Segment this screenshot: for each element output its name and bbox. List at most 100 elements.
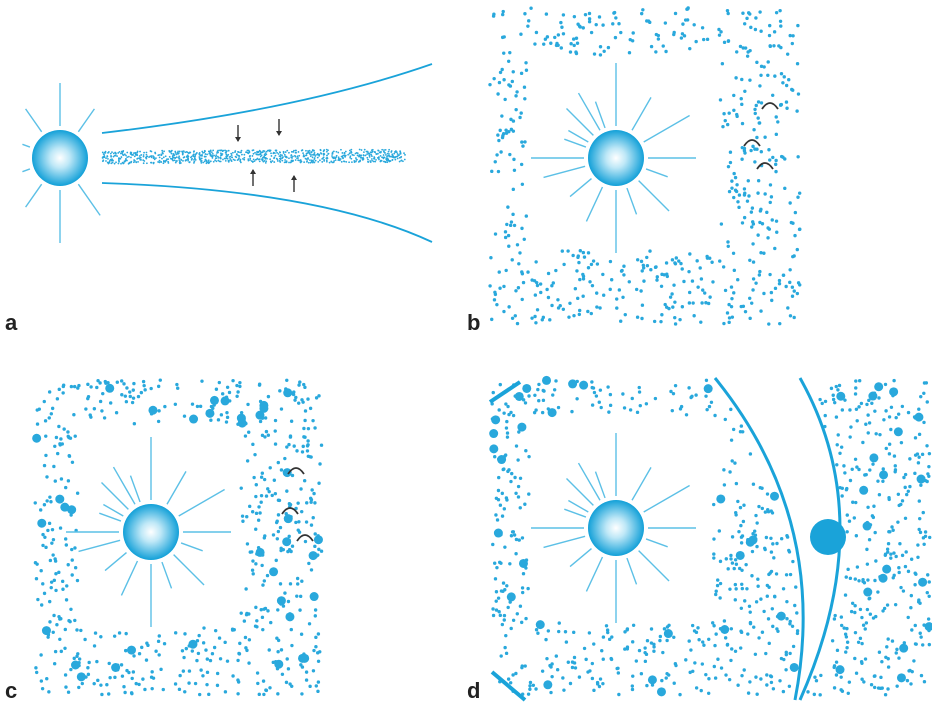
dust (75, 655, 78, 658)
dust (878, 493, 881, 496)
dust (163, 156, 165, 158)
dust (739, 506, 742, 509)
dust (854, 631, 857, 634)
planetesimal (60, 503, 69, 512)
dust (226, 416, 229, 419)
dust (595, 305, 598, 308)
dust (172, 160, 174, 162)
dust (320, 149, 322, 151)
dust (791, 42, 794, 45)
dust (867, 590, 870, 593)
dust (108, 662, 111, 665)
dust (763, 547, 766, 550)
dust (504, 236, 507, 239)
dust (605, 624, 608, 627)
dust (128, 163, 130, 165)
dust (818, 398, 821, 401)
dust (520, 140, 523, 143)
dust (557, 306, 560, 309)
dust (494, 160, 497, 163)
dust (303, 479, 306, 482)
dust (877, 686, 880, 689)
dust (300, 160, 302, 162)
dust (499, 504, 502, 507)
dust (303, 435, 306, 438)
dust (285, 681, 288, 684)
dust (499, 654, 502, 657)
dust (791, 286, 794, 289)
dust (765, 683, 768, 686)
dust (331, 155, 333, 157)
dust (601, 273, 604, 276)
planetesimal (836, 665, 845, 674)
dust (928, 452, 931, 455)
dust (120, 163, 122, 165)
dust (225, 160, 227, 162)
dust (695, 259, 698, 262)
dust (678, 693, 681, 696)
dust (398, 154, 400, 156)
dust (284, 154, 286, 156)
dust (768, 273, 771, 276)
dust (289, 503, 292, 506)
dust (895, 684, 898, 687)
dust (327, 157, 329, 159)
dust (310, 568, 313, 571)
ray (99, 513, 121, 521)
dust (662, 44, 665, 47)
dust (641, 8, 644, 11)
dust (756, 191, 759, 194)
dust (796, 292, 799, 295)
dust (505, 498, 508, 501)
dust (888, 443, 891, 446)
dust (507, 130, 510, 133)
dust (518, 116, 521, 119)
dust (359, 149, 361, 151)
dust (83, 638, 86, 641)
dust (851, 602, 854, 605)
dust (771, 625, 774, 628)
dust (758, 84, 761, 87)
dust (695, 686, 698, 689)
dust (796, 195, 799, 198)
dust (102, 151, 104, 153)
dust (732, 252, 735, 255)
dust (41, 582, 44, 585)
dust (786, 306, 789, 309)
dust (897, 412, 900, 415)
dust (716, 658, 719, 661)
dust (796, 248, 799, 251)
dust (332, 153, 334, 155)
ray (105, 553, 126, 571)
dust (732, 291, 735, 294)
dust (179, 150, 181, 152)
dust (636, 258, 639, 261)
dust (295, 449, 298, 452)
dust (162, 688, 165, 691)
dust (727, 567, 730, 570)
dust (288, 162, 290, 164)
dust (598, 306, 601, 309)
dust (854, 379, 857, 382)
dust (882, 418, 885, 421)
dust (735, 50, 738, 53)
dust (506, 205, 509, 208)
dust (764, 652, 767, 655)
dust (785, 653, 788, 656)
dust (547, 296, 550, 299)
dust (768, 24, 771, 27)
dust (261, 417, 264, 420)
dust (507, 305, 510, 308)
dust (775, 572, 778, 575)
dust (534, 293, 537, 296)
dust (306, 449, 309, 452)
dust (289, 434, 292, 437)
dust (520, 621, 523, 624)
dust (544, 638, 547, 641)
dust (615, 667, 618, 670)
dust (785, 100, 788, 103)
dust (742, 46, 745, 49)
dust (591, 386, 594, 389)
dust (560, 46, 563, 49)
dust (286, 657, 289, 660)
